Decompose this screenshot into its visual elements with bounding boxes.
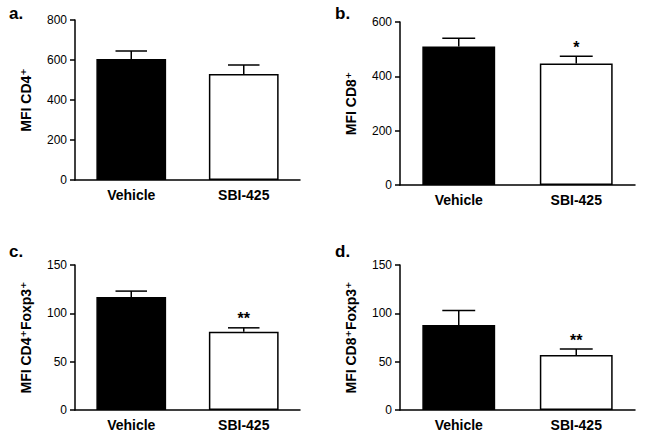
svg-text:100: 100 [372,306,392,320]
svg-text:600: 600 [47,53,67,67]
svg-text:a.: a. [9,4,23,23]
svg-text:c.: c. [9,242,23,261]
svg-text:SBI-425: SBI-425 [551,417,603,433]
svg-text:Vehicle: Vehicle [435,192,483,208]
svg-text:600: 600 [372,15,392,29]
svg-text:d.: d. [335,242,350,261]
svg-text:0: 0 [385,403,392,417]
svg-text:MFI CD4⁺: MFI CD4⁺ [18,68,34,131]
svg-text:Vehicle: Vehicle [107,187,155,203]
svg-text:400: 400 [372,69,392,83]
svg-text:50: 50 [54,355,68,369]
svg-text:150: 150 [47,258,67,272]
svg-text:400: 400 [47,93,67,107]
svg-text:Vehicle: Vehicle [107,417,155,433]
svg-text:MFI CD8⁺: MFI CD8⁺ [343,72,359,135]
svg-text:SBI-425: SBI-425 [551,192,603,208]
svg-text:Vehicle: Vehicle [435,417,483,433]
svg-text:200: 200 [47,133,67,147]
svg-text:b.: b. [335,4,350,23]
svg-text:*: * [573,39,580,56]
svg-text:200: 200 [372,124,392,138]
svg-text:0: 0 [385,178,392,192]
svg-text:SBI-425: SBI-425 [218,417,270,433]
svg-text:0: 0 [60,403,67,417]
svg-text:50: 50 [379,355,393,369]
svg-text:150: 150 [372,258,392,272]
svg-text:800: 800 [47,13,67,27]
svg-text:100: 100 [47,306,67,320]
svg-text:**: ** [570,332,583,349]
svg-text:SBI-425: SBI-425 [218,187,270,203]
svg-text:**: ** [238,310,251,327]
svg-text:0: 0 [60,173,67,187]
svg-text:MFI CD8⁺Foxp3⁺: MFI CD8⁺Foxp3⁺ [343,281,359,393]
svg-text:MFI CD4⁺Foxp3⁺: MFI CD4⁺Foxp3⁺ [18,281,34,393]
